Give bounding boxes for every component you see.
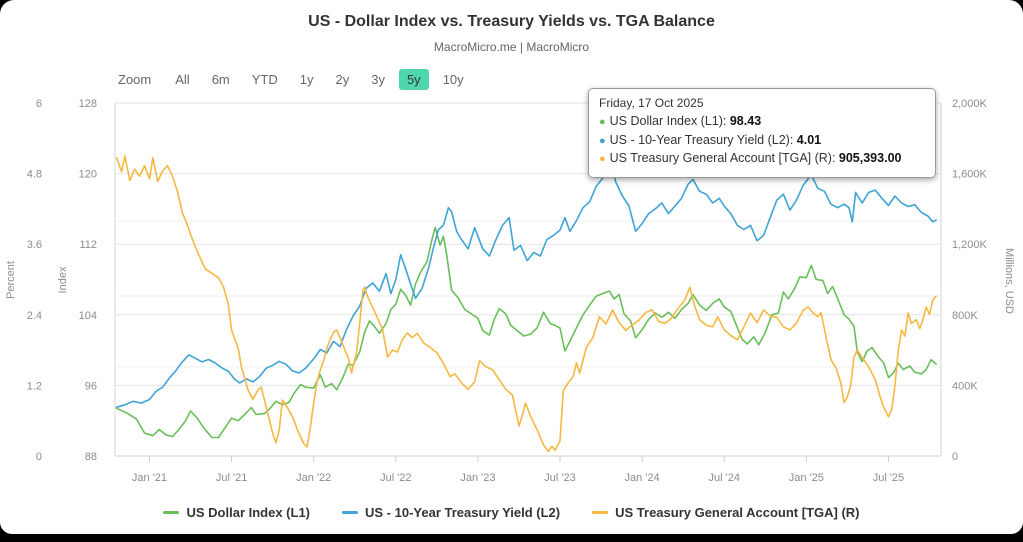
x-axis-label: Jul '21 (216, 472, 247, 484)
chart-title: US - Dollar Index vs. Treasury Yields vs… (308, 13, 715, 30)
legend-item-tga[interactable]: US Treasury General Account [TGA] (R) (592, 505, 860, 520)
chart-legend: US Dollar Index (L1) US - 10-Year Treasu… (0, 505, 1023, 520)
range-button-5y[interactable]: 5y (398, 69, 429, 90)
y-axis-label: 0 (952, 451, 958, 463)
series-line (115, 155, 937, 453)
y-axis-label: 112 (79, 239, 97, 251)
tooltip-value: 4.01 (796, 132, 822, 147)
y-axis-label: 2.4 (27, 310, 42, 322)
chart-tooltip: Friday, 17 Oct 2025 ● US Dollar Index (L1… (588, 88, 936, 178)
series-dot-icon: ● (599, 134, 606, 147)
legend-label: US - 10-Year Treasury Yield (L2) (365, 505, 561, 520)
x-axis-label: Jul '22 (380, 472, 411, 484)
y-axis-label: 400K (952, 380, 978, 392)
y-axis-label: 96 (85, 380, 97, 392)
y-axis-label: 6 (36, 98, 42, 110)
x-axis-label: Jul '25 (873, 472, 904, 484)
y-axis-label: 800K (952, 310, 978, 322)
range-button-2y[interactable]: 2y (335, 72, 350, 87)
x-axis-label: Jan '25 (789, 472, 824, 484)
x-axis-label: Jan '23 (460, 472, 495, 484)
range-button-1y[interactable]: 1y (299, 72, 314, 87)
series-line (115, 226, 937, 439)
tooltip-row: ● US - 10-Year Treasury Yield (L2): 4.01 (599, 132, 925, 151)
range-button-ytd[interactable]: YTD (251, 72, 278, 87)
y-axis-label: 3.6 (27, 239, 42, 251)
legend-label: US Dollar Index (L1) (186, 505, 311, 520)
y-axis-title: Index (57, 266, 69, 293)
y-axis-label: 104 (79, 310, 97, 322)
tooltip-value: 905,393.00 (838, 151, 902, 165)
legend-item-dollar-index[interactable]: US Dollar Index (L1) (163, 505, 310, 520)
range-button-6m[interactable]: 6m (211, 72, 230, 87)
y-axis-label: 2,000K (952, 98, 988, 110)
y-axis-label: 88 (85, 451, 97, 463)
series-line (115, 162, 937, 409)
tooltip-label: US - 10-Year Treasury Yield (L2): (609, 132, 797, 147)
y-axis-label: 0 (36, 451, 42, 463)
tooltip-row: ● US Dollar Index (L1): 98.43 (599, 113, 925, 132)
x-axis-label: Jul '23 (544, 472, 575, 484)
zoom-label: Zoom (118, 72, 152, 87)
x-axis-label: Jan '21 (132, 472, 167, 484)
tooltip-label: US Dollar Index (L1): (609, 114, 730, 128)
y-axis-label: 1.2 (27, 380, 42, 392)
legend-dash-icon (592, 511, 609, 514)
series-dot-icon: ● (599, 153, 606, 165)
x-axis-label: Jul '24 (709, 472, 740, 484)
legend-dash-icon (342, 511, 359, 514)
series-dot-icon: ● (599, 116, 606, 128)
range-button-10y[interactable]: 10y (442, 72, 464, 87)
range-button-3y[interactable]: 3y (371, 72, 385, 87)
y-axis-label: 4.8 (27, 169, 42, 181)
tooltip-row: ● US Treasury General Account [TGA] (R): … (599, 150, 925, 169)
legend-item-treasury-yield[interactable]: US - 10-Year Treasury Yield (L2) (342, 505, 560, 520)
y-axis-title: Millions, USD (1003, 248, 1015, 314)
legend-dash-icon (163, 511, 180, 514)
tooltip-date: Friday, 17 Oct 2025 (599, 96, 704, 110)
y-axis-title: Percent (5, 261, 17, 299)
tooltip-label: US Treasury General Account [TGA] (R): (609, 151, 839, 165)
y-axis-label: 1,200K (952, 239, 988, 251)
y-axis-label: 120 (79, 169, 97, 181)
y-axis-label: 1,600K (952, 169, 988, 181)
x-axis-label: Jan '24 (625, 472, 660, 484)
range-toolbar: Zoom All 6m YTD 1y 2y 3y 5y 10y (118, 69, 478, 90)
y-axis-label: 128 (79, 98, 97, 110)
chart-subtitle: MacroMicro.me | MacroMicro (433, 40, 590, 54)
legend-label: US Treasury General Account [TGA] (R) (615, 505, 860, 520)
range-button-all[interactable]: All (175, 72, 190, 87)
x-axis-label: Jan '22 (296, 472, 331, 484)
tooltip-value: 98.43 (729, 114, 762, 128)
